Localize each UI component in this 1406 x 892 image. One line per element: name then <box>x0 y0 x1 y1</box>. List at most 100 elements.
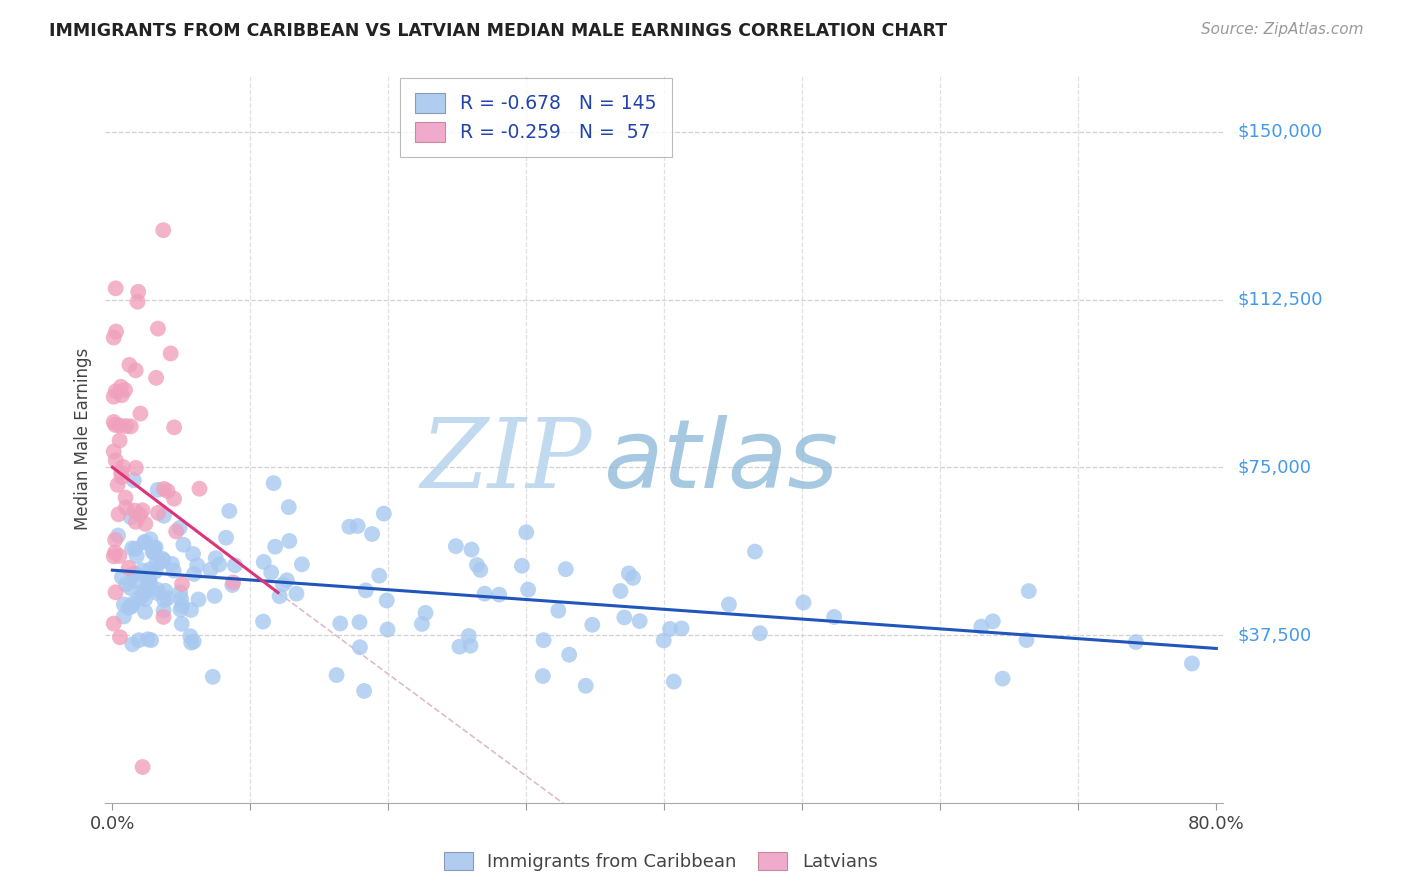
Point <box>411 616 433 631</box>
Point <box>744 544 766 558</box>
Point <box>470 563 492 577</box>
Point <box>368 568 391 582</box>
Point <box>260 566 283 580</box>
Point <box>104 533 127 547</box>
Point <box>131 563 153 577</box>
Point <box>465 558 488 572</box>
Point <box>170 616 193 631</box>
Point <box>156 591 179 606</box>
Point <box>124 574 146 589</box>
Point <box>188 482 211 496</box>
Point <box>269 589 291 603</box>
Point <box>124 503 146 517</box>
Point <box>146 483 169 497</box>
Point <box>111 570 134 584</box>
Point <box>970 619 993 633</box>
Point <box>108 434 131 448</box>
Point <box>134 605 156 619</box>
Point <box>145 556 167 570</box>
Point <box>1125 635 1147 649</box>
Point <box>204 589 226 603</box>
Point <box>170 591 193 606</box>
Text: $112,500: $112,500 <box>1237 291 1323 309</box>
Point <box>107 478 129 492</box>
Point <box>183 634 205 648</box>
Point <box>349 615 371 629</box>
Point <box>146 586 169 600</box>
Point <box>991 672 1014 686</box>
Point <box>103 390 125 404</box>
Point <box>112 598 135 612</box>
Point <box>180 635 202 649</box>
Text: $150,000: $150,000 <box>1237 123 1322 141</box>
Point <box>104 384 127 399</box>
Point <box>152 553 174 567</box>
Point <box>112 609 135 624</box>
Point <box>200 563 222 577</box>
Point <box>169 585 191 599</box>
Point <box>146 582 169 597</box>
Point <box>208 558 231 572</box>
Point <box>104 545 127 559</box>
Legend: Immigrants from Caribbean, Latvians: Immigrants from Caribbean, Latvians <box>437 845 884 879</box>
Point <box>107 508 129 522</box>
Point <box>134 535 156 549</box>
Point <box>103 330 125 344</box>
Point <box>349 640 371 655</box>
Point <box>114 383 136 397</box>
Point <box>138 575 160 590</box>
Y-axis label: Median Male Earnings: Median Male Earnings <box>75 348 93 531</box>
Point <box>122 473 145 487</box>
Point <box>792 595 814 609</box>
Point <box>361 527 384 541</box>
Point <box>110 466 132 480</box>
Point <box>120 510 142 524</box>
Point <box>278 533 301 548</box>
Point <box>263 476 285 491</box>
Point <box>145 564 167 578</box>
Point <box>124 541 146 556</box>
Point <box>460 542 482 557</box>
Point <box>558 648 581 662</box>
Point <box>114 491 136 505</box>
Point <box>142 544 165 558</box>
Point <box>180 603 202 617</box>
Point <box>981 615 1004 629</box>
Point <box>153 508 176 523</box>
Point <box>353 684 375 698</box>
Point <box>131 760 153 774</box>
Point <box>135 581 157 595</box>
Text: $75,000: $75,000 <box>1237 458 1312 476</box>
Point <box>531 669 554 683</box>
Text: $37,500: $37,500 <box>1237 626 1312 644</box>
Point <box>105 325 128 339</box>
Point <box>517 582 540 597</box>
Point <box>129 407 152 421</box>
Point <box>129 508 152 522</box>
Text: ZIP: ZIP <box>420 414 592 508</box>
Point <box>613 610 636 624</box>
Point <box>170 599 193 613</box>
Point <box>118 358 141 372</box>
Point <box>163 420 186 434</box>
Point <box>325 668 347 682</box>
Point <box>652 633 675 648</box>
Point <box>554 562 576 576</box>
Point <box>104 453 127 467</box>
Point <box>170 577 193 591</box>
Point <box>104 281 127 295</box>
Point <box>121 637 143 651</box>
Point <box>120 419 142 434</box>
Point <box>122 566 145 581</box>
Point <box>118 561 141 575</box>
Point <box>329 616 352 631</box>
Point <box>118 600 141 615</box>
Point <box>156 483 179 498</box>
Point <box>162 564 184 578</box>
Point <box>160 557 183 571</box>
Point <box>143 546 166 560</box>
Point <box>218 504 240 518</box>
Point <box>291 558 314 572</box>
Point <box>145 371 167 385</box>
Point <box>659 622 682 636</box>
